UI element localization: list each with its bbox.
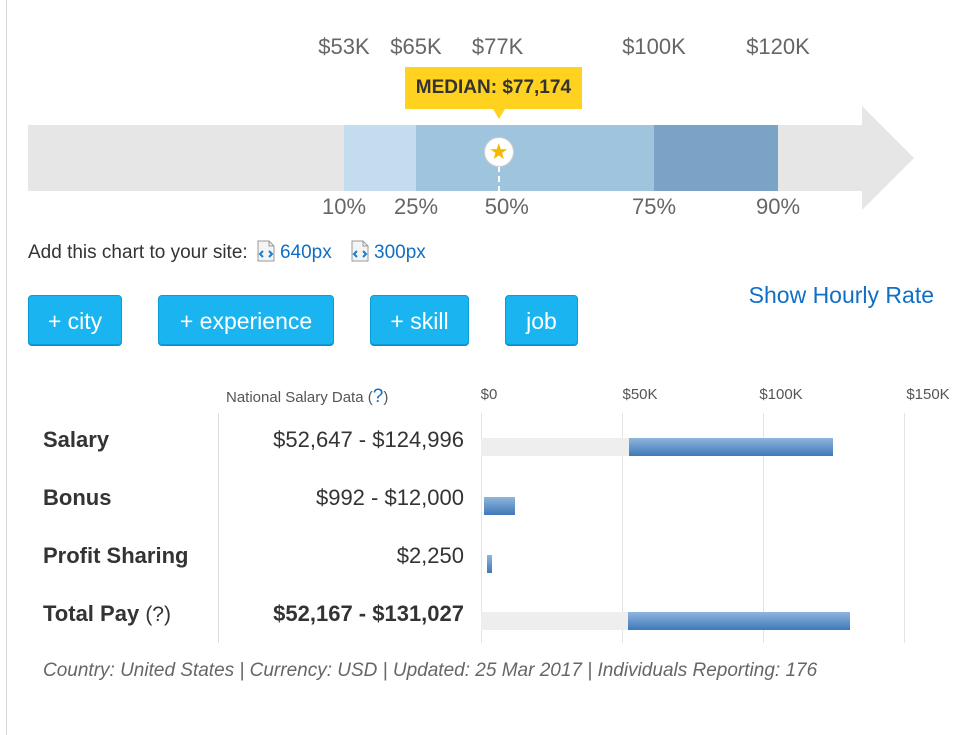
- median-label: MEDIAN: $77,174: [404, 67, 583, 109]
- row-value-salary: $52,647 - $124,996: [273, 427, 464, 452]
- job-button[interactable]: job: [505, 295, 578, 345]
- add-experience-button[interactable]: + experience: [158, 295, 334, 345]
- embed-300-link[interactable]: 300px: [351, 240, 426, 263]
- star-icon: ★: [483, 137, 514, 167]
- median-pointer: [492, 109, 505, 119]
- label-column-separator: [218, 413, 219, 643]
- range-bar-background: [481, 438, 630, 456]
- range-bar-background: [481, 612, 629, 630]
- range-bar: [487, 555, 493, 573]
- range-segment-p10-p25: [344, 125, 416, 191]
- axis-tick-label: $150K: [906, 386, 950, 403]
- median-dashed-line: [497, 166, 500, 192]
- row-label-profit-sharing: Profit Sharing: [43, 543, 189, 568]
- axis-tick-label: $100K: [759, 386, 803, 403]
- range-segment-p75-p90: [654, 125, 778, 191]
- top-tick-label: $77K: [471, 34, 524, 59]
- embed-300-label: 300px: [374, 242, 426, 263]
- range-arrow-head: [862, 106, 914, 210]
- embed-640-link[interactable]: 640px: [257, 240, 337, 263]
- total-pay-label: Total Pay: [43, 601, 140, 626]
- code-document-icon: [257, 240, 275, 262]
- help-link[interactable]: ?: [372, 386, 384, 407]
- axis-tick-label: $0: [480, 386, 498, 403]
- total-pay-help-link[interactable]: (?): [145, 603, 171, 626]
- widget-frame: [6, 0, 958, 735]
- embed-label: Add this chart to your site:: [28, 242, 248, 263]
- percentile-label: 90%: [755, 194, 801, 219]
- top-tick-label: $120K: [746, 34, 810, 59]
- column-header: National Salary Data (?): [226, 386, 389, 407]
- add-city-button[interactable]: + city: [28, 295, 122, 345]
- percentile-label: 25%: [393, 194, 439, 219]
- percentile-label: 50%: [484, 194, 529, 219]
- row-label-bonus: Bonus: [43, 485, 112, 510]
- top-tick-label: $53K: [318, 34, 370, 59]
- median-callout: MEDIAN: $77,174: [404, 67, 583, 109]
- row-value-profit-sharing: $2,250: [396, 543, 464, 568]
- percentile-label: 10%: [321, 194, 367, 219]
- top-tick-label: $100K: [622, 34, 686, 59]
- gridline: [622, 413, 623, 643]
- range-bar: [629, 438, 834, 456]
- row-label-salary: Salary: [43, 427, 110, 452]
- gridline: [904, 413, 905, 643]
- embed-640-label: 640px: [279, 242, 332, 263]
- gridline: [763, 413, 764, 643]
- embed-row: Add this chart to your site: 640px 300px: [28, 240, 426, 264]
- axis-tick-label: $50K: [622, 386, 658, 403]
- footer-meta: Country: United States | Currency: USD |…: [43, 660, 818, 681]
- top-tick-label: $65K: [390, 34, 442, 59]
- row-value-bonus: $992 - $12,000: [315, 485, 464, 510]
- range-bar: [483, 497, 515, 515]
- show-hourly-rate-link[interactable]: Show Hourly Rate: [748, 282, 934, 308]
- column-header-label: National Salary Data: [226, 389, 364, 406]
- range-bar: [628, 612, 851, 630]
- row-value-total-pay: $52,167 - $131,027: [273, 601, 464, 626]
- row-label-total-pay: Total Pay (?): [43, 601, 171, 627]
- gridline: [481, 413, 482, 643]
- add-skill-button[interactable]: + skill: [370, 295, 469, 345]
- code-document-icon: [351, 240, 369, 262]
- percentile-label: 75%: [631, 194, 677, 219]
- range-segment-p25-p75: [416, 125, 654, 191]
